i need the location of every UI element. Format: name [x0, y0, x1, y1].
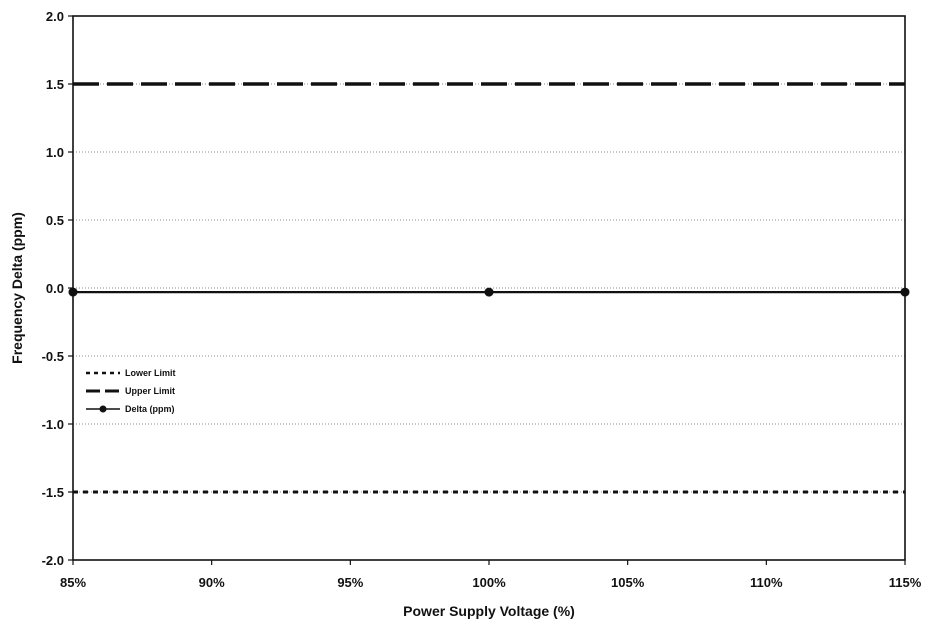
legend-marker: [99, 405, 107, 413]
x-tick-label: 105%: [611, 575, 645, 590]
x-tick-label: 85%: [60, 575, 86, 590]
y-tick-label: 0.5: [46, 213, 64, 228]
y-axis: 2.0 1.5 1.0 0.5 0.0 -0.5 -1.0 -1.5 -2.0: [42, 9, 73, 568]
legend-label: Delta (ppm): [125, 404, 175, 414]
legend: Lower Limit Upper Limit Delta (ppm): [86, 368, 176, 414]
y-tick-label: 2.0: [46, 9, 64, 24]
legend-label: Lower Limit: [125, 368, 176, 378]
x-tick-label: 100%: [472, 575, 506, 590]
y-tick-label: -2.0: [42, 553, 64, 568]
y-tick-label: -1.5: [42, 485, 64, 500]
x-tick-label: 115%: [889, 575, 922, 590]
x-tick-label: 110%: [750, 575, 783, 590]
x-tick-label: 90%: [199, 575, 225, 590]
x-axis-title: Power Supply Voltage (%): [403, 603, 575, 619]
legend-label: Upper Limit: [125, 386, 175, 396]
y-tick-label: -1.0: [42, 417, 64, 432]
y-tick-label: 1.0: [46, 145, 64, 160]
y-tick-label: 1.5: [46, 77, 64, 92]
series-group: [68, 82, 910, 494]
y-tick-label: 0.0: [46, 281, 64, 296]
y-axis-title: Frequency Delta (ppm): [9, 212, 25, 364]
x-axis: 85% 90% 95% 100% 105% 110% 115%: [60, 560, 922, 590]
x-tick-label: 95%: [337, 575, 363, 590]
data-point: [484, 287, 494, 297]
y-tick-label: -0.5: [42, 349, 64, 364]
